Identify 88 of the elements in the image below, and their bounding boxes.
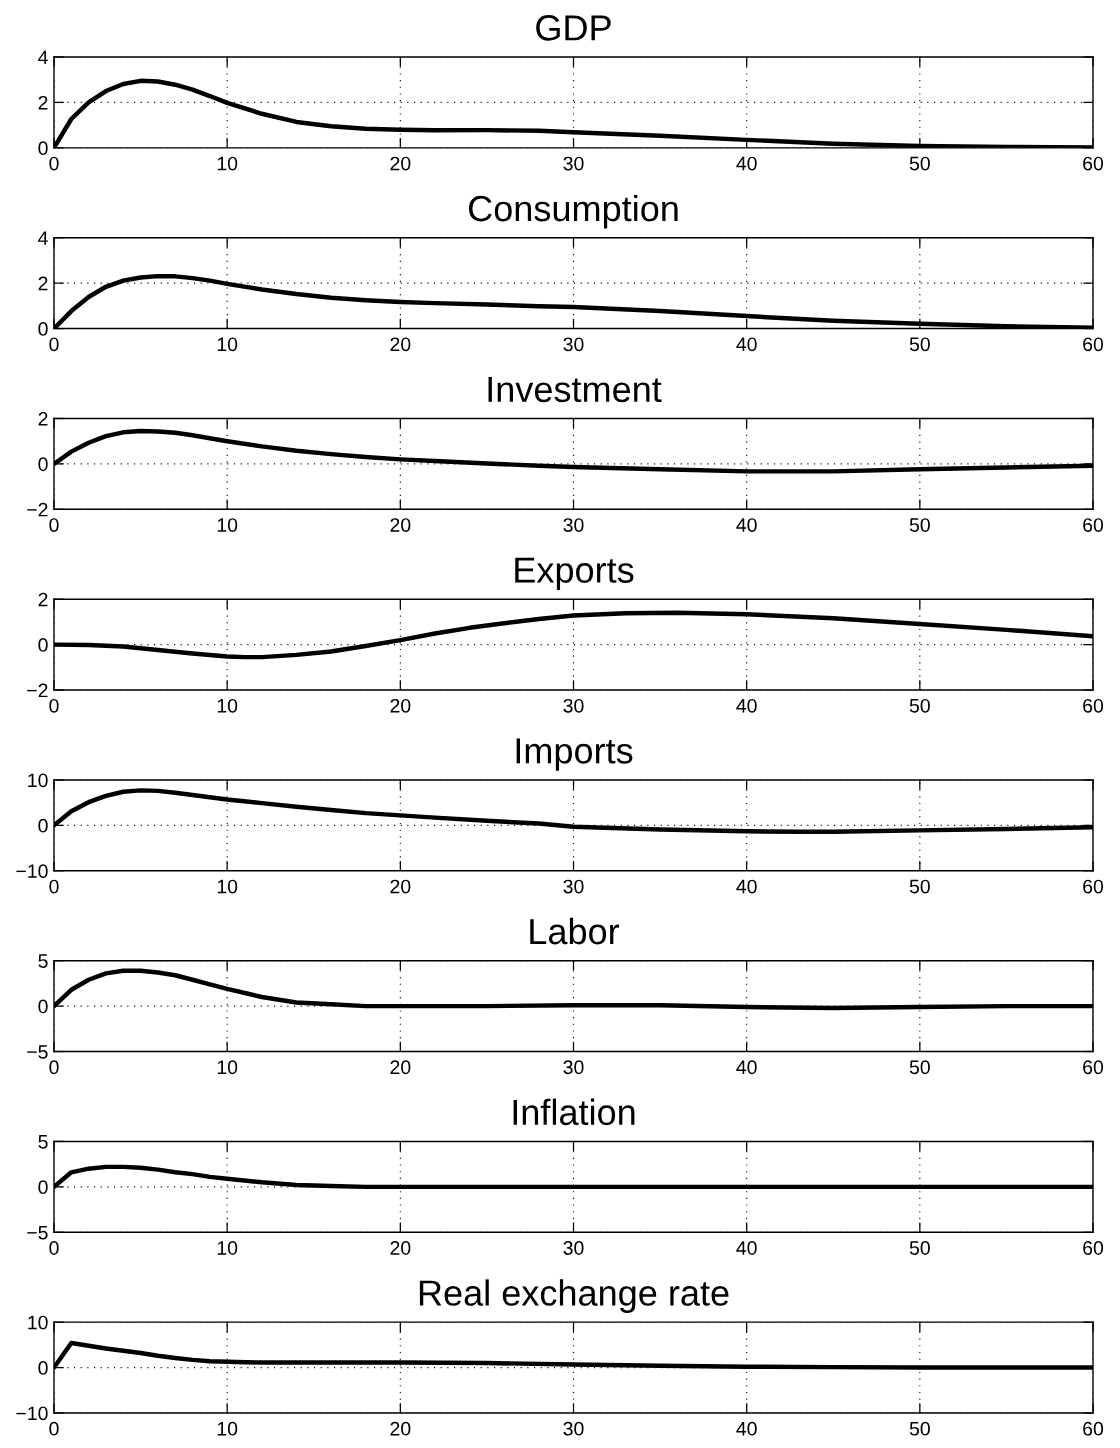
x-tick-label: 0 bbox=[49, 698, 59, 713]
x-tick-label: 20 bbox=[390, 879, 411, 894]
y-tick-label: 0 bbox=[38, 818, 48, 833]
y-tick-label: 2 bbox=[38, 592, 48, 607]
x-tick-label: 0 bbox=[49, 518, 59, 532]
x-tick-label: 60 bbox=[1083, 879, 1104, 894]
x-tick-label: 50 bbox=[909, 879, 930, 894]
x-tick-label: 20 bbox=[390, 156, 411, 171]
x-tick-label: 0 bbox=[49, 1421, 59, 1436]
y-tick-label: −5 bbox=[27, 1045, 48, 1059]
x-tick-label: 60 bbox=[1083, 337, 1104, 352]
x-tick-label: 30 bbox=[563, 337, 584, 352]
x-tick-label: 0 bbox=[49, 879, 59, 894]
y-tick-label: −2 bbox=[27, 502, 48, 517]
x-tick-label: 0 bbox=[49, 1060, 59, 1075]
chart-title: Consumption bbox=[468, 194, 678, 229]
y-tick-label: 0 bbox=[38, 1361, 48, 1375]
x-tick-label: 30 bbox=[563, 1421, 584, 1436]
x-tick-label: 50 bbox=[909, 518, 930, 532]
x-tick-label: 50 bbox=[909, 698, 930, 713]
x-tick-label: 60 bbox=[1083, 1421, 1104, 1436]
x-tick-label: 40 bbox=[736, 1060, 757, 1075]
x-tick-label: 50 bbox=[909, 1421, 930, 1436]
y-tick-label: 0 bbox=[38, 141, 48, 156]
y-tick-label: −5 bbox=[27, 1225, 48, 1240]
x-tick-label: 20 bbox=[390, 337, 411, 352]
x-tick-label: 60 bbox=[1083, 698, 1104, 713]
x-tick-label: 20 bbox=[390, 698, 411, 713]
x-tick-label: 30 bbox=[563, 879, 584, 894]
x-tick-label: 40 bbox=[736, 1421, 757, 1436]
chart-title: Real exchange rate bbox=[419, 1279, 729, 1313]
x-tick-label: 20 bbox=[390, 1241, 411, 1255]
x-tick-label: 40 bbox=[736, 337, 757, 352]
x-tick-label: 0 bbox=[49, 337, 59, 352]
x-tick-label: 50 bbox=[909, 1241, 930, 1255]
chart-title: GDP bbox=[536, 15, 611, 41]
x-tick-label: 50 bbox=[909, 156, 930, 171]
x-tick-label: 0 bbox=[49, 156, 59, 171]
x-tick-label: 0 bbox=[49, 1241, 59, 1255]
x-tick-label: 30 bbox=[563, 698, 584, 713]
x-tick-label: 20 bbox=[390, 1060, 411, 1075]
x-tick-label: 50 bbox=[909, 337, 930, 352]
chart-title: Labor bbox=[530, 917, 620, 945]
x-tick-label: 60 bbox=[1083, 1241, 1104, 1255]
chart-title: Exports bbox=[515, 557, 634, 591]
y-tick-label: 10 bbox=[28, 773, 48, 788]
x-tick-label: 10 bbox=[217, 698, 238, 713]
x-tick-label: 10 bbox=[217, 337, 238, 352]
x-tick-label: 20 bbox=[390, 1421, 411, 1436]
x-tick-label: 60 bbox=[1083, 1060, 1104, 1075]
x-tick-label: 10 bbox=[217, 518, 238, 532]
x-tick-label: 10 bbox=[217, 156, 238, 171]
x-tick-label: 30 bbox=[563, 156, 584, 171]
y-tick-label: 0 bbox=[38, 322, 48, 336]
x-tick-label: 40 bbox=[736, 156, 757, 171]
y-tick-label: 2 bbox=[38, 411, 48, 426]
y-tick-label: 0 bbox=[38, 999, 48, 1014]
x-tick-label: 10 bbox=[217, 1241, 238, 1255]
x-tick-label: 40 bbox=[736, 1241, 757, 1255]
y-tick-label: 5 bbox=[38, 1135, 48, 1149]
y-tick-label: 2 bbox=[38, 95, 48, 110]
y-tick-label: 5 bbox=[38, 954, 48, 968]
y-tick-label: 2 bbox=[38, 276, 48, 291]
y-tick-label: 4 bbox=[38, 50, 48, 65]
x-tick-label: 20 bbox=[390, 518, 411, 532]
x-tick-label: 40 bbox=[736, 698, 757, 713]
x-tick-label: 10 bbox=[217, 1421, 238, 1436]
x-tick-label: 30 bbox=[563, 518, 584, 532]
chart-title: Inflation bbox=[513, 1098, 635, 1126]
x-tick-label: 40 bbox=[736, 518, 757, 532]
x-tick-label: 60 bbox=[1083, 518, 1104, 532]
y-tick-label: −10 bbox=[16, 1406, 48, 1421]
chart-title: Imports bbox=[516, 738, 633, 771]
y-tick-label: −10 bbox=[16, 864, 48, 879]
y-tick-label: 10 bbox=[28, 1315, 48, 1330]
y-tick-label: 4 bbox=[38, 231, 48, 245]
x-tick-label: 60 bbox=[1083, 156, 1104, 171]
x-tick-label: 40 bbox=[736, 879, 757, 894]
x-tick-label: 50 bbox=[909, 1060, 930, 1075]
x-tick-label: 30 bbox=[563, 1060, 584, 1075]
x-tick-label: 10 bbox=[217, 879, 238, 894]
y-tick-label: −2 bbox=[27, 683, 48, 698]
x-tick-label: 10 bbox=[217, 1060, 238, 1075]
y-tick-label: 0 bbox=[38, 1180, 48, 1195]
y-tick-label: 0 bbox=[38, 638, 48, 652]
y-tick-label: 0 bbox=[38, 457, 48, 472]
x-tick-label: 30 bbox=[563, 1241, 584, 1255]
chart-title: Investment bbox=[488, 376, 662, 403]
